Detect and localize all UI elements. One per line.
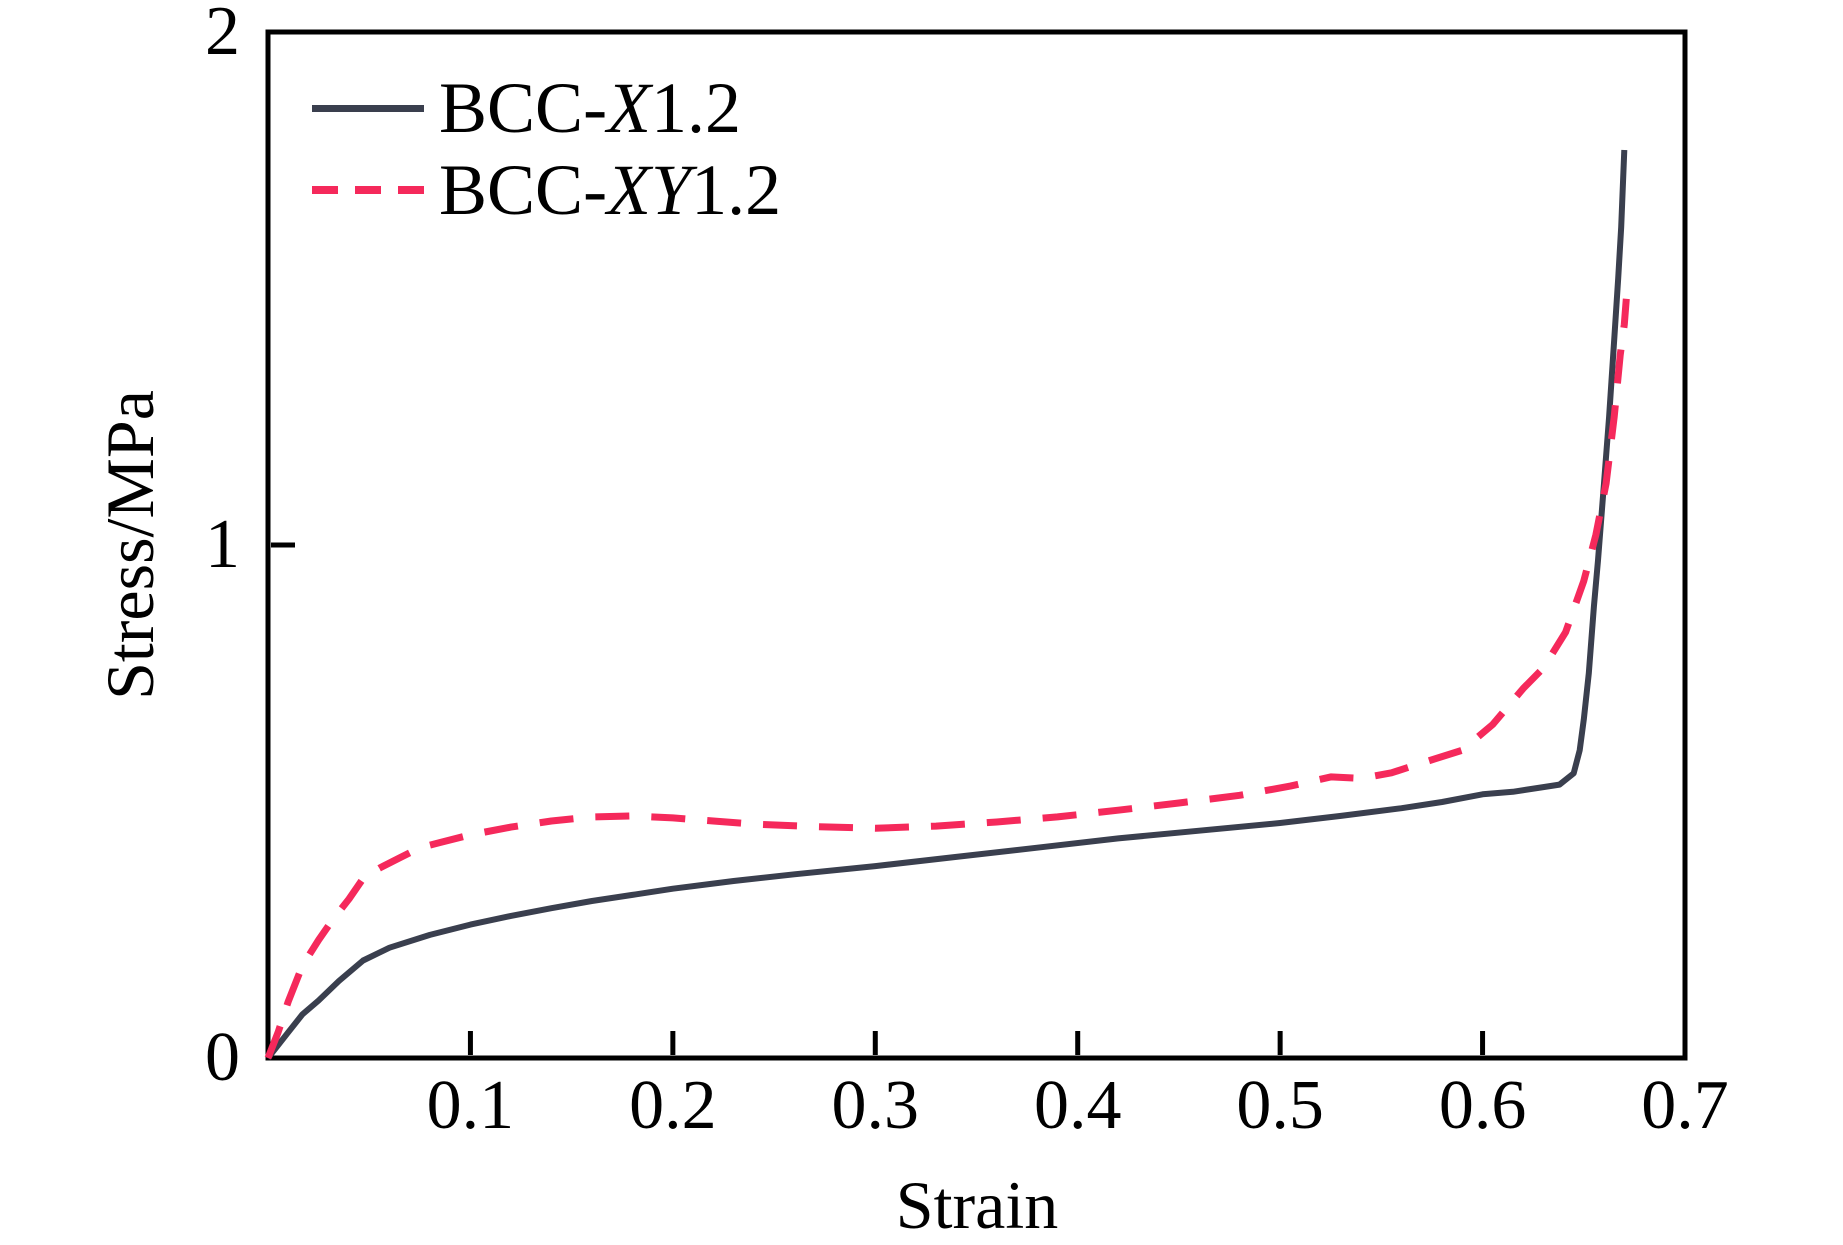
x-tick-label: 0.7 [1641,1067,1729,1144]
legend-label-prefix: BCC- [439,150,608,230]
legend-label-bcc-xy: BCC-XY1.2 [439,149,781,231]
series-solid-curve [265,149,1628,1060]
legend-label-suffix: 1.2 [651,68,742,148]
x-tick-label: 0.5 [1236,1067,1324,1144]
x-tick-label: 0.4 [1033,1067,1122,1144]
y-tick-label: 0 [205,1019,240,1096]
axes-box [265,29,1688,1061]
legend-label-italic: XY [607,150,692,230]
dashed-line-swatch [312,186,424,194]
x-axis-title: Strain [895,1167,1059,1243]
y-tick-label: 1 [205,506,240,583]
legend-label-prefix: BCC- [439,68,608,148]
legend-label-bcc-x: BCC-X1.2 [439,67,741,149]
legend: BCC-X1.2 BCC-XY1.2 [312,67,781,231]
series-dashed-curve [264,298,1630,1060]
x-tick-label: 0.1 [426,1067,515,1144]
x-tick-label: 0.6 [1438,1067,1527,1144]
legend-label-italic: X [607,68,652,148]
y-tick-label: 2 [205,0,240,70]
legend-entry-bcc-x: BCC-X1.2 [312,67,781,149]
x-tick-label: 0.3 [831,1067,920,1144]
x-tick-label: 0.2 [629,1067,717,1144]
legend-label-suffix: 1.2 [691,150,782,230]
solid-line-swatch [312,104,424,112]
legend-entry-bcc-xy: BCC-XY1.2 [312,149,781,231]
